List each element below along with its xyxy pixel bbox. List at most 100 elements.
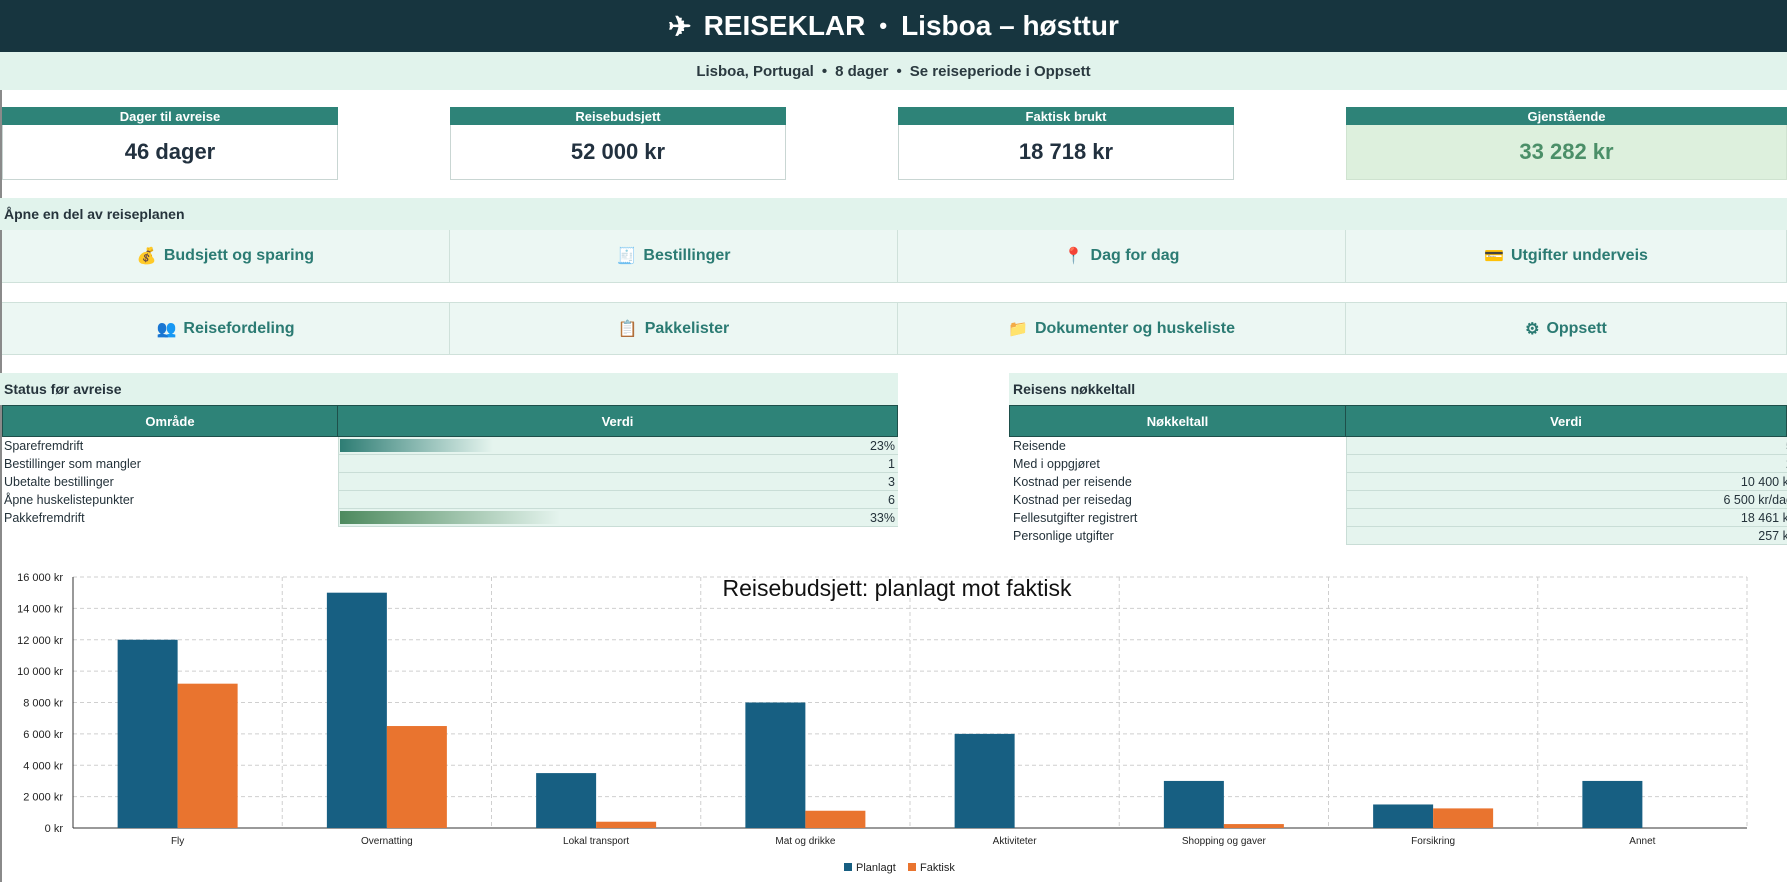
status-row: Sparefremdrift 23% [0,437,898,455]
status-header-area: Område [2,405,338,437]
status-value-cell: 3 [338,473,898,491]
nav-button-split[interactable]: 👥 Reisefordeling [2,302,450,355]
kpi-label: Reisebudsjett [450,107,786,125]
status-value-cell: 23% [338,437,898,455]
keyfigure-value-cell: 6 500 kr/dag [1346,491,1787,509]
y-tick-label: 10 000 kr [17,666,63,678]
kpi-label: Gjenstående [1346,107,1787,125]
kpi-value: 46 dager [2,125,338,180]
bar-planlagt [536,773,596,828]
trip-period-note: Se reiseperiode i Oppsett [910,63,1091,80]
bar-faktisk [178,684,238,828]
nav-button-label: Budsjett og sparing [164,247,314,265]
app-name: REISEKLAR [704,10,866,42]
x-tick-label: Mat og drikke [775,836,835,847]
status-label: Åpne huskelistepunkter [4,491,134,509]
status-header-value: Verdi [337,405,898,437]
kpi-card-budget: Reisebudsjett 52 000 kr [450,107,786,180]
nav-button-setup[interactable]: ⚙ Oppsett [1346,302,1787,355]
keyfigure-value: 6 500 kr/dag [1724,491,1787,509]
keyfigure-row: Kostnad per reisedag 6 500 kr/dag [1009,491,1787,509]
keyfigure-row: Med i oppgjøret 2 [1009,455,1787,473]
bar-faktisk [805,811,865,828]
nav-button-label: Reisefordeling [183,320,294,338]
trip-days: 8 dager [835,63,888,80]
bar-faktisk [387,726,447,828]
status-row: Ubetalte bestillinger 3 [0,473,898,491]
credit-card-icon: 💳 [1484,246,1504,266]
summary-separator: • [822,63,827,80]
summary-separator: • [896,63,901,80]
y-tick-label: 16 000 kr [17,572,63,584]
receipt-icon: 🧾 [616,246,636,266]
status-value: 23% [870,437,895,455]
people-icon: 👥 [156,319,176,339]
kpi-label: Dager til avreise [2,107,338,125]
status-value: 6 [888,491,895,509]
y-tick-label: 8 000 kr [23,698,63,710]
trip-summary: Lisboa, Portugal • 8 dager • Se reiseper… [0,52,1787,90]
legend-swatch [908,863,916,871]
y-tick-label: 2 000 kr [23,792,63,804]
bar-faktisk [596,822,656,828]
gear-icon: ⚙ [1525,319,1539,339]
legend-label: Faktisk [920,862,955,874]
bar-planlagt [1582,781,1642,828]
kpi-label: Faktisk brukt [898,107,1234,125]
airplane-icon: ✈ [668,10,691,43]
progress-bar-saving [340,439,493,452]
status-value-cell: 1 [338,455,898,473]
status-row: Pakkefremdrift 33% [0,509,898,527]
nav-button-label: Bestillinger [643,247,730,265]
keyfigure-row: Reisende 5 [1009,437,1787,455]
nav-button-label: Utgifter underveis [1511,247,1648,265]
x-tick-label: Overnatting [361,836,413,847]
kpi-value: 52 000 kr [450,125,786,180]
bar-faktisk [1433,808,1493,828]
nav-button-label: Dag for dag [1091,247,1180,265]
keyfigure-label: Kostnad per reisedag [1013,491,1132,509]
title-separator: • [879,13,887,39]
keyfigure-value-cell: 5 [1346,437,1787,455]
chart-title: Reisebudsjett: planlagt mot faktisk [722,575,1072,601]
kpi-card-days: Dager til avreise 46 dager [2,107,338,180]
status-label: Ubetalte bestillinger [4,473,114,491]
bar-planlagt [1373,804,1433,828]
nav-section-title: Åpne en del av reiseplanen [0,198,1787,230]
keyfigure-value: 18 461 kr [1741,509,1787,527]
nav-button-packing[interactable]: 📋 Pakkelister [450,302,898,355]
folder-icon: 📁 [1008,319,1028,339]
trip-name: Lisboa – høsttur [901,10,1119,42]
nav-button-label: Oppsett [1546,320,1606,338]
keyfigure-value: 257 kr [1758,527,1787,545]
bar-faktisk [1224,824,1284,828]
nav-button-daybyday[interactable]: 📍 Dag for dag [898,230,1346,283]
status-value: 1 [888,455,895,473]
progress-bar-packing [340,511,560,524]
nav-button-label: Pakkelister [645,320,730,338]
keyfigure-row: Personlige utgifter 257 kr [1009,527,1787,545]
nav-button-budget[interactable]: 💰 Budsjett og sparing [2,230,450,283]
keyfigure-label: Reisende [1013,437,1066,455]
keyfigure-value-cell: 18 461 kr [1346,509,1787,527]
trip-location: Lisboa, Portugal [696,63,814,80]
title-banner: ✈ REISEKLAR • Lisboa – høsttur [0,0,1787,52]
nav-button-bookings[interactable]: 🧾 Bestillinger [450,230,898,283]
keyfigures-section-title: Reisens nøkkeltall [1009,373,1787,405]
x-tick-label: Aktiviteter [993,836,1038,847]
status-value-cell: 6 [338,491,898,509]
bar-planlagt [745,703,805,829]
keyfigures-header-name: Nøkkeltall [1009,405,1346,437]
status-value-cell: 33% [338,509,898,527]
keyfigure-label: Med i oppgjøret [1013,455,1100,473]
legend-swatch [844,863,852,871]
y-tick-label: 14 000 kr [17,603,63,615]
status-label: Bestillinger som mangler [4,455,141,473]
status-row: Bestillinger som mangler 1 [0,455,898,473]
nav-button-expenses[interactable]: 💳 Utgifter underveis [1346,230,1787,283]
y-tick-label: 6 000 kr [23,729,63,741]
nav-button-documents[interactable]: 📁 Dokumenter og huskeliste [898,302,1346,355]
status-value: 3 [888,473,895,491]
